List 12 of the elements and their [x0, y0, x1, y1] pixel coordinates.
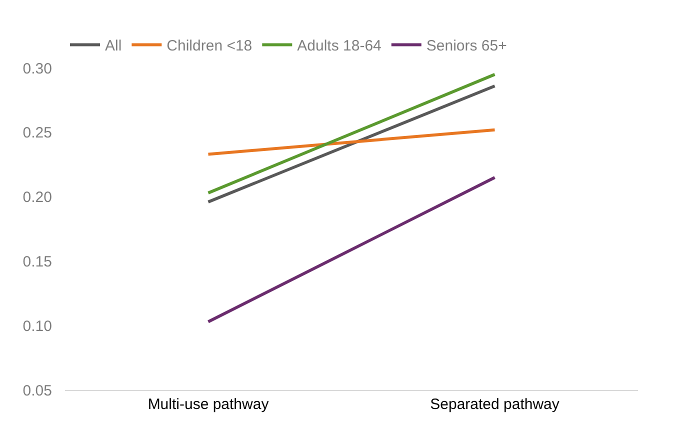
legend-label: All — [105, 38, 122, 55]
x-tick-label: Separated pathway — [430, 396, 560, 413]
y-tick-label: 0.30 — [22, 60, 52, 78]
y-tick-label: 0.05 — [22, 382, 52, 400]
legend-label: Adults 18-64 — [297, 38, 382, 55]
y-tick-label: 0.20 — [22, 189, 52, 206]
y-tick-label: 0.25 — [22, 124, 52, 142]
x-tick-label: Multi-use pathway — [148, 396, 270, 413]
y-tick-label: 0.10 — [22, 318, 52, 335]
legend-label: Seniors 65+ — [426, 38, 508, 55]
y-tick-label: 0.15 — [22, 253, 52, 270]
legend-label: Children <18 — [166, 38, 252, 55]
